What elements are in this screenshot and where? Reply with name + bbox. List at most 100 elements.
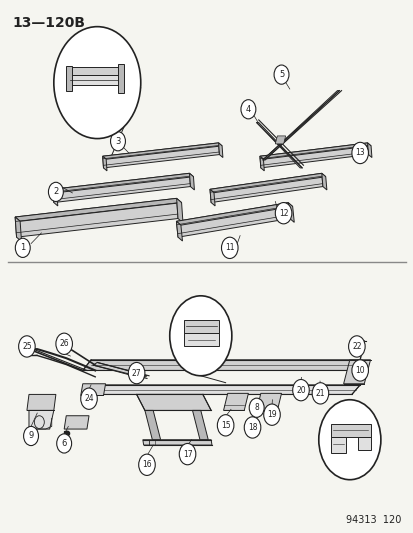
Polygon shape <box>83 385 359 394</box>
Text: 21: 21 <box>315 389 324 398</box>
Circle shape <box>351 142 368 164</box>
Polygon shape <box>330 437 345 453</box>
Text: 24: 24 <box>84 394 94 403</box>
Circle shape <box>221 237 237 259</box>
Polygon shape <box>192 410 208 440</box>
Text: 3: 3 <box>115 137 120 146</box>
Polygon shape <box>142 440 211 445</box>
Text: 14: 14 <box>195 332 205 340</box>
Circle shape <box>275 203 291 224</box>
Text: 8: 8 <box>254 403 259 412</box>
Circle shape <box>34 416 44 429</box>
Text: 12: 12 <box>278 209 287 217</box>
Polygon shape <box>83 360 359 370</box>
Polygon shape <box>218 143 222 158</box>
Text: 13—120B: 13—120B <box>12 16 85 30</box>
Polygon shape <box>93 362 147 378</box>
Circle shape <box>15 238 30 257</box>
Text: 19: 19 <box>266 410 276 419</box>
Polygon shape <box>275 136 285 144</box>
Polygon shape <box>259 156 263 171</box>
Polygon shape <box>256 123 301 168</box>
Circle shape <box>169 296 231 376</box>
Text: 16: 16 <box>142 461 152 469</box>
Text: 8: 8 <box>74 105 79 114</box>
Polygon shape <box>70 67 122 75</box>
Text: 27: 27 <box>131 369 141 377</box>
Circle shape <box>217 415 233 436</box>
Circle shape <box>19 336 35 357</box>
Text: 11: 11 <box>225 244 234 252</box>
Polygon shape <box>330 424 370 437</box>
Text: 25: 25 <box>22 342 32 351</box>
Polygon shape <box>357 437 370 450</box>
Polygon shape <box>209 189 215 206</box>
Polygon shape <box>118 64 124 93</box>
Polygon shape <box>29 410 54 429</box>
Text: 23: 23 <box>344 435 354 444</box>
Polygon shape <box>321 173 326 190</box>
Polygon shape <box>176 221 182 241</box>
Circle shape <box>292 379 309 401</box>
Polygon shape <box>15 217 21 241</box>
Circle shape <box>240 100 255 119</box>
Circle shape <box>318 400 380 480</box>
Text: 18: 18 <box>247 423 256 432</box>
Polygon shape <box>209 173 322 203</box>
Polygon shape <box>176 203 292 225</box>
Text: 9: 9 <box>28 432 33 440</box>
Polygon shape <box>27 394 56 410</box>
Polygon shape <box>176 203 289 237</box>
Text: 20: 20 <box>295 386 305 394</box>
Text: 1: 1 <box>20 244 25 252</box>
Text: 10: 10 <box>354 366 364 375</box>
Polygon shape <box>15 198 178 237</box>
Text: 6: 6 <box>62 439 66 448</box>
Text: 5: 5 <box>278 70 283 79</box>
Polygon shape <box>53 189 58 206</box>
Polygon shape <box>66 66 72 91</box>
Circle shape <box>110 132 125 151</box>
Polygon shape <box>184 320 219 333</box>
Circle shape <box>348 336 364 357</box>
Circle shape <box>351 360 368 381</box>
Polygon shape <box>287 203 294 222</box>
Text: 15: 15 <box>220 421 230 430</box>
Text: 4: 4 <box>245 105 250 114</box>
Circle shape <box>249 398 263 417</box>
Circle shape <box>128 362 145 384</box>
Text: 26: 26 <box>59 340 69 348</box>
Polygon shape <box>102 143 221 159</box>
Text: 7: 7 <box>115 105 120 114</box>
Polygon shape <box>136 394 211 410</box>
Circle shape <box>48 182 63 201</box>
Polygon shape <box>64 416 89 429</box>
Text: 94313  120: 94313 120 <box>345 515 401 525</box>
Circle shape <box>24 426 38 446</box>
Polygon shape <box>343 360 370 384</box>
Polygon shape <box>259 143 368 168</box>
Text: 13: 13 <box>354 149 364 157</box>
Polygon shape <box>15 198 181 221</box>
Circle shape <box>341 429 357 450</box>
Circle shape <box>273 65 288 84</box>
Circle shape <box>244 417 260 438</box>
Polygon shape <box>184 333 219 346</box>
Circle shape <box>54 27 140 139</box>
Polygon shape <box>145 410 160 440</box>
Polygon shape <box>189 173 194 190</box>
Polygon shape <box>262 91 339 160</box>
Circle shape <box>138 454 155 475</box>
Text: 22: 22 <box>351 342 361 351</box>
Polygon shape <box>176 198 183 223</box>
Polygon shape <box>53 173 190 203</box>
Circle shape <box>192 325 209 346</box>
Polygon shape <box>259 143 370 159</box>
Text: 2: 2 <box>53 188 58 196</box>
Polygon shape <box>102 156 107 171</box>
Circle shape <box>57 434 71 453</box>
Polygon shape <box>223 393 248 410</box>
Circle shape <box>263 404 280 425</box>
Polygon shape <box>102 143 219 168</box>
Circle shape <box>56 333 72 354</box>
